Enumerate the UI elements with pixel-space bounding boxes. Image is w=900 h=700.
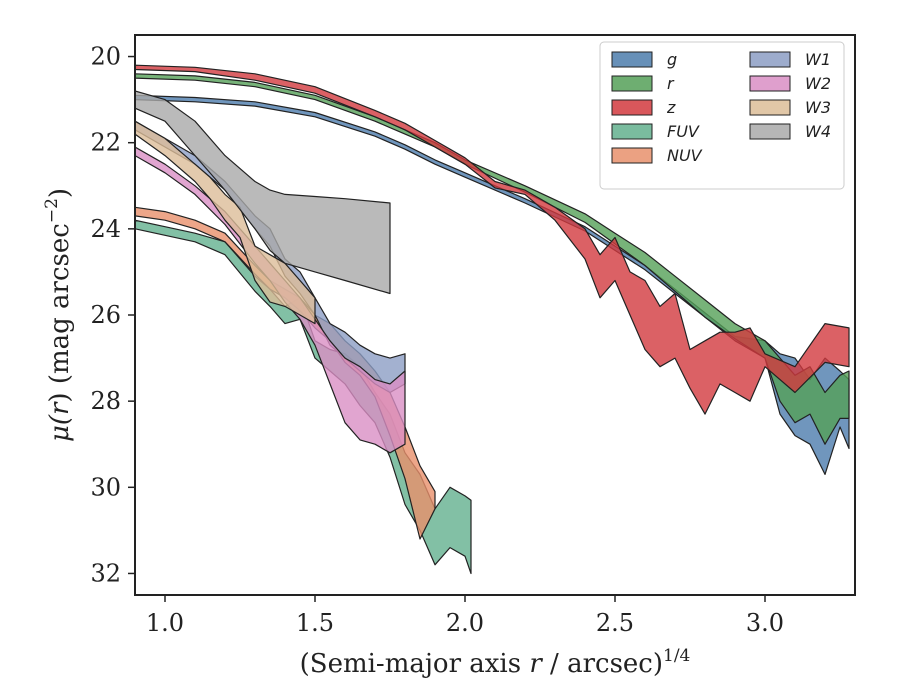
legend-label-nuv: NUV [667,146,703,165]
y-tick-label: 22 [90,129,121,157]
y-axis: 20 22 24 26 28 30 32 [90,43,135,587]
legend-label-w4: W4 [805,122,831,141]
y-tick-label: 28 [90,387,121,415]
x-tick-label: 1.5 [296,609,334,637]
y-tick-label: 32 [90,559,121,587]
legend-label-w1: W1 [805,50,831,69]
legend-swatch-g [611,51,653,68]
legend-swatch-fuv [611,123,653,140]
legend: grz FUV NUV W1 W2 W3 W4 [599,41,845,190]
x-axis: 1.0 1.5 2.0 2.5 3.0 [146,595,784,637]
band-g [135,94,850,475]
y-tick-label: 24 [90,215,121,243]
plot-bands [135,64,850,575]
legend-swatch-w3 [749,99,791,116]
legend-swatch-r [611,75,653,92]
legend-label-w2: W2 [805,74,831,93]
legend-swatch-nuv [611,147,653,164]
legend-swatch-w1 [749,51,791,68]
x-tick-label: 1.0 [146,609,184,637]
band-z [135,64,850,415]
band-w3 [135,120,316,325]
legend-swatch-w4 [749,123,791,140]
legend-label-fuv: FUV [667,122,700,141]
x-tick-label: 2.0 [446,609,484,637]
legend-swatch-w2 [749,75,791,92]
y-tick-label: 20 [90,43,121,71]
legend-label-w3: W3 [805,98,831,117]
band-w4 [135,90,391,295]
legend-label-z: z [666,98,676,117]
legend-label-g: g [667,50,677,69]
legend-label-r: r [667,74,675,93]
y-tick-label: 26 [90,301,121,329]
legend-swatch-z [611,99,653,116]
x-axis-title: (Semi-major axis r / arcsec)1/4 [300,646,691,679]
x-tick-label: 2.5 [596,609,634,637]
x-tick-label: 3.0 [746,609,784,637]
y-tick-label: 30 [90,473,121,501]
y-axis-title: μ(r) (mag arcsec−2) [42,188,75,442]
